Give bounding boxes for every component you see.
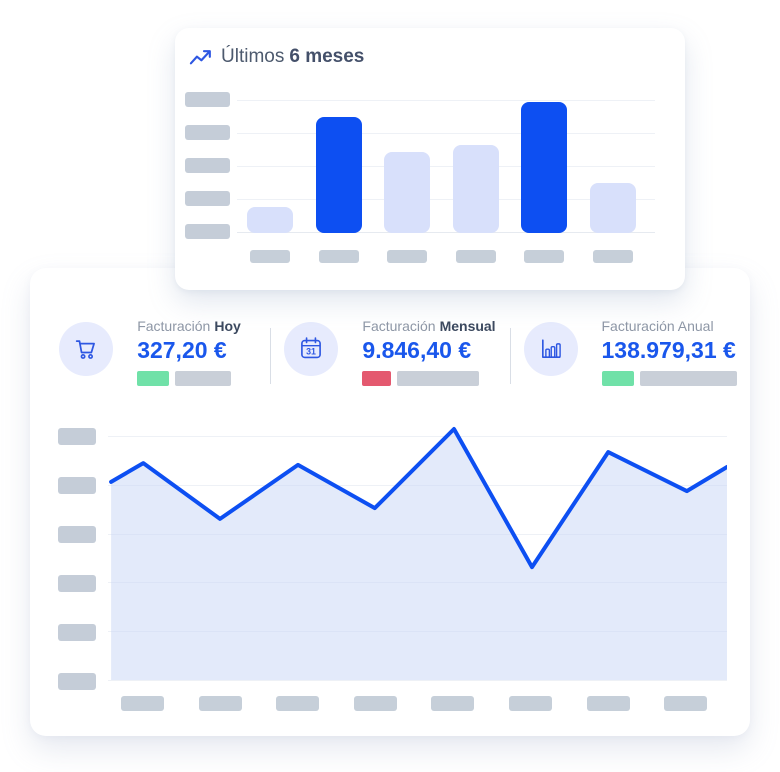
gridline bbox=[237, 100, 655, 101]
calendar-icon: 31 bbox=[284, 322, 339, 376]
y-axis-tick-placeholder bbox=[58, 477, 96, 494]
x-axis-tick-placeholder bbox=[276, 696, 319, 711]
x-axis-tick-placeholder bbox=[664, 696, 707, 711]
stat-facturacion-hoy: Facturación Hoy 327,20 € bbox=[30, 318, 270, 408]
stat-body: Facturación Anual 138.979,31 € bbox=[601, 318, 737, 408]
card-title: Últimos 6 meses bbox=[189, 46, 364, 68]
x-axis-tick-placeholder bbox=[509, 696, 552, 711]
stat-progress-placeholder bbox=[137, 371, 241, 386]
x-axis-tick-placeholder bbox=[319, 250, 359, 263]
y-axis-tick-placeholder bbox=[58, 526, 96, 543]
trend-up-icon bbox=[189, 49, 211, 64]
y-axis-tick-placeholder bbox=[185, 125, 230, 140]
billing-overview-card: Facturación Hoy 327,20 € 31 Factu bbox=[30, 268, 750, 736]
minibar bbox=[397, 371, 480, 386]
stat-facturacion-mensual: 31 Facturación Mensual 9.846,40 € bbox=[270, 318, 510, 408]
stat-value: 327,20 € bbox=[137, 337, 227, 363]
area-chart-plot bbox=[109, 427, 727, 680]
stat-progress-placeholder bbox=[362, 371, 495, 386]
gridline bbox=[108, 680, 727, 681]
card-title-text: Últimos 6 meses bbox=[221, 46, 365, 67]
x-axis-tick-placeholder bbox=[524, 250, 564, 263]
y-axis-tick-placeholder bbox=[58, 428, 96, 445]
minibar bbox=[601, 371, 634, 386]
stat-facturacion-anual: Facturación Anual 138.979,31 € bbox=[510, 318, 750, 408]
bar-5 bbox=[521, 102, 567, 233]
cart-icon bbox=[59, 322, 114, 376]
bar-2 bbox=[316, 117, 362, 233]
x-axis-tick-placeholder bbox=[431, 696, 474, 711]
minibar bbox=[175, 371, 232, 386]
x-axis-tick-placeholder bbox=[587, 696, 630, 711]
stat-value: 138.979,31 € bbox=[601, 337, 736, 363]
gridline bbox=[237, 199, 655, 200]
bar-3 bbox=[384, 152, 430, 233]
x-axis-tick-placeholder bbox=[387, 250, 427, 263]
trend-line bbox=[109, 427, 727, 570]
stat-body: Facturación Mensual 9.846,40 € bbox=[362, 318, 496, 408]
last-6-months-card: Últimos 6 meses bbox=[175, 28, 685, 290]
y-axis-tick-placeholder bbox=[185, 224, 230, 239]
stat-progress-placeholder bbox=[601, 371, 737, 386]
stats-row: Facturación Hoy 327,20 € 31 Factu bbox=[30, 268, 750, 408]
bar-4 bbox=[453, 145, 499, 233]
x-axis-tick-placeholder bbox=[250, 250, 290, 263]
gridline bbox=[237, 166, 655, 167]
stat-label: Facturación Mensual bbox=[362, 318, 496, 334]
x-axis-tick-placeholder bbox=[199, 696, 242, 711]
y-axis-tick-placeholder bbox=[185, 158, 230, 173]
y-axis-tick-placeholder bbox=[58, 673, 96, 690]
y-axis-tick-placeholder bbox=[58, 575, 96, 592]
stat-value: 9.846,40 € bbox=[362, 337, 472, 363]
bar-1 bbox=[247, 207, 293, 233]
stat-body: Facturación Hoy 327,20 € bbox=[137, 318, 241, 408]
x-axis-tick-placeholder bbox=[354, 696, 397, 711]
bar-chart-icon bbox=[523, 322, 578, 376]
x-axis-tick-placeholder bbox=[593, 250, 633, 263]
gridline bbox=[237, 133, 655, 134]
minibar bbox=[639, 371, 737, 386]
x-axis-tick-placeholder bbox=[121, 696, 164, 711]
minibar bbox=[362, 371, 392, 386]
stat-label: Facturación Anual bbox=[601, 318, 714, 334]
svg-text:31: 31 bbox=[306, 346, 316, 356]
x-axis-tick-placeholder bbox=[456, 250, 496, 263]
y-axis-tick-placeholder bbox=[185, 92, 230, 107]
y-axis-tick-placeholder bbox=[185, 191, 230, 206]
minibar bbox=[137, 371, 170, 386]
y-axis-tick-placeholder bbox=[58, 624, 96, 641]
gridline bbox=[108, 436, 727, 437]
stat-label: Facturación Hoy bbox=[137, 318, 241, 334]
gridline bbox=[237, 232, 655, 233]
bar-6 bbox=[590, 183, 636, 233]
area-fill bbox=[111, 429, 727, 680]
